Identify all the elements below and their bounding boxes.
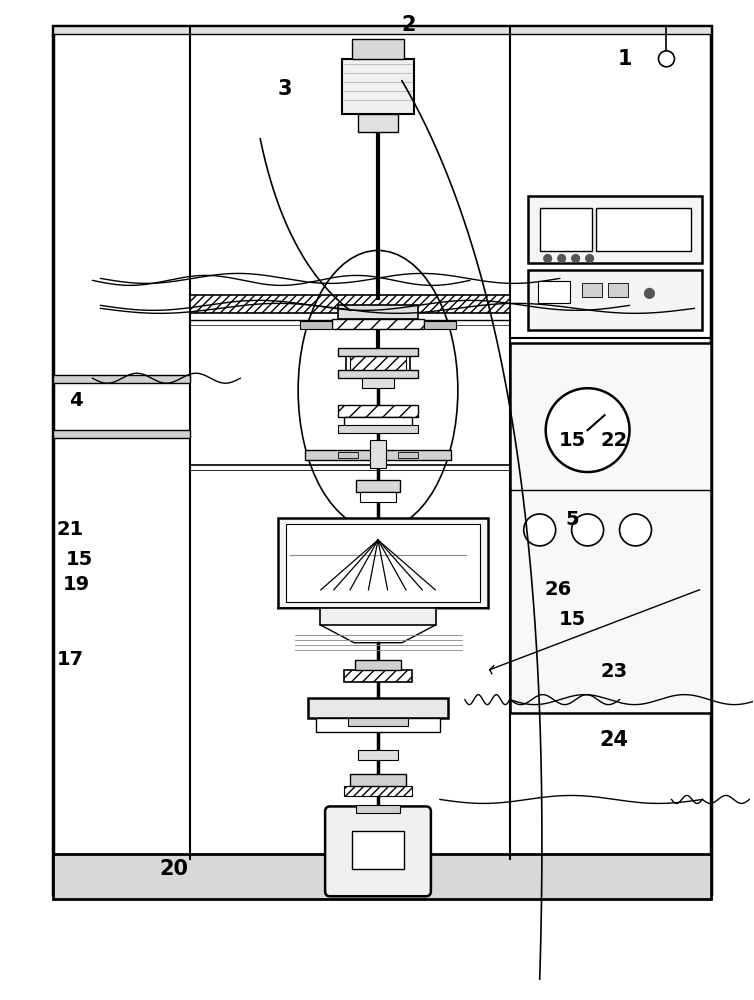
Bar	[538, 281, 569, 303]
Bar	[352, 39, 404, 59]
Text: 21: 21	[57, 520, 84, 539]
Text: 5: 5	[566, 510, 580, 529]
Bar	[356, 480, 400, 492]
Text: 23: 23	[600, 662, 627, 681]
Bar	[338, 405, 418, 417]
Bar	[360, 492, 396, 502]
Bar	[278, 518, 488, 608]
Bar	[352, 831, 404, 869]
Bar	[356, 805, 400, 813]
Text: 24: 24	[599, 730, 629, 750]
Bar	[355, 660, 401, 670]
Bar	[53, 26, 711, 894]
Bar	[528, 270, 703, 330]
Circle shape	[658, 51, 674, 67]
Text: 20: 20	[159, 859, 188, 879]
Bar	[338, 425, 418, 433]
Bar	[338, 348, 418, 356]
Bar	[53, 375, 190, 383]
Text: 17: 17	[57, 650, 84, 669]
Text: 4: 4	[69, 391, 83, 410]
Bar	[287, 524, 480, 602]
Text: 15: 15	[559, 610, 587, 629]
Bar	[344, 417, 412, 431]
Bar	[358, 114, 398, 132]
Bar	[53, 854, 711, 899]
Text: 3: 3	[278, 79, 293, 99]
Circle shape	[572, 254, 580, 262]
Circle shape	[558, 254, 566, 262]
Circle shape	[645, 288, 654, 298]
Text: 19: 19	[63, 575, 90, 594]
Bar	[348, 718, 408, 726]
Circle shape	[524, 514, 556, 546]
Bar	[350, 352, 406, 372]
Circle shape	[620, 514, 651, 546]
Text: 15: 15	[559, 431, 587, 450]
Bar	[350, 774, 406, 786]
Bar	[190, 295, 510, 313]
Bar	[362, 378, 394, 388]
FancyBboxPatch shape	[325, 806, 431, 896]
Bar	[342, 59, 414, 114]
Bar	[316, 718, 440, 732]
Bar	[338, 305, 418, 319]
Bar	[344, 670, 412, 682]
Bar	[510, 343, 711, 713]
Bar	[540, 208, 592, 251]
Bar	[358, 750, 398, 760]
Bar	[344, 786, 412, 796]
Bar	[300, 321, 332, 329]
Text: 22: 22	[600, 431, 627, 450]
Circle shape	[546, 388, 630, 472]
Bar	[332, 319, 424, 329]
Circle shape	[572, 514, 604, 546]
Bar	[398, 452, 418, 458]
Text: 2: 2	[401, 15, 416, 35]
Bar	[608, 283, 627, 297]
Bar	[581, 283, 602, 297]
Text: 26: 26	[544, 580, 572, 599]
Text: 15: 15	[66, 550, 93, 569]
Text: 1: 1	[618, 49, 633, 69]
Bar	[370, 440, 386, 468]
Circle shape	[586, 254, 593, 262]
Bar	[338, 452, 358, 458]
Bar	[53, 26, 711, 34]
Bar	[338, 370, 418, 378]
Bar	[53, 430, 190, 438]
Bar	[308, 698, 448, 718]
Bar	[305, 450, 451, 460]
Bar	[424, 321, 456, 329]
Bar	[596, 208, 691, 251]
Circle shape	[544, 254, 552, 262]
Polygon shape	[320, 625, 436, 643]
Bar	[528, 196, 703, 263]
Polygon shape	[278, 608, 488, 625]
Bar	[346, 350, 410, 378]
